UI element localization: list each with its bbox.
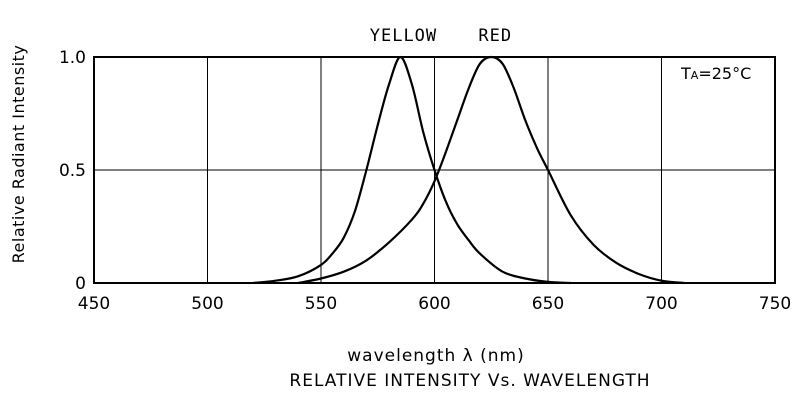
x-axis-label: wavelength λ (nm) (347, 346, 525, 366)
annotation-t: T (680, 64, 691, 83)
chart-title: RELATIVE INTENSITY Vs. WAVELENGTH (289, 371, 650, 391)
series-line-yellow (252, 55, 571, 285)
series-label-yellow: YELLOW (370, 26, 437, 46)
y-axis-label: Relative Radiant Intensity (9, 45, 28, 264)
x-tick-label: 700 (645, 294, 677, 314)
series-labels: YELLOW RED (370, 26, 512, 46)
series-curves (252, 55, 685, 285)
x-tick-label: 500 (191, 294, 223, 314)
x-axis-tick-labels: 450 500 550 600 650 700 750 (78, 294, 791, 314)
series-label-red: RED (478, 26, 512, 46)
y-axis-tick-labels: 0 0.5 1.0 (59, 48, 86, 294)
x-tick-label: 550 (305, 294, 337, 314)
y-tick-label: 0 (75, 274, 86, 294)
x-tick-label: 750 (759, 294, 791, 314)
x-tick-label: 600 (418, 294, 450, 314)
y-tick-label: 0.5 (59, 161, 86, 181)
x-tick-label: 650 (532, 294, 564, 314)
annotation-subscript: A (691, 69, 699, 82)
y-tick-label: 1.0 (59, 48, 86, 68)
temperature-annotation: TA=25°C (680, 64, 751, 83)
series-line-red (298, 55, 685, 285)
plot-frame (93, 56, 776, 284)
annotation-value: =25°C (698, 64, 751, 83)
x-tick-label: 450 (78, 294, 110, 314)
